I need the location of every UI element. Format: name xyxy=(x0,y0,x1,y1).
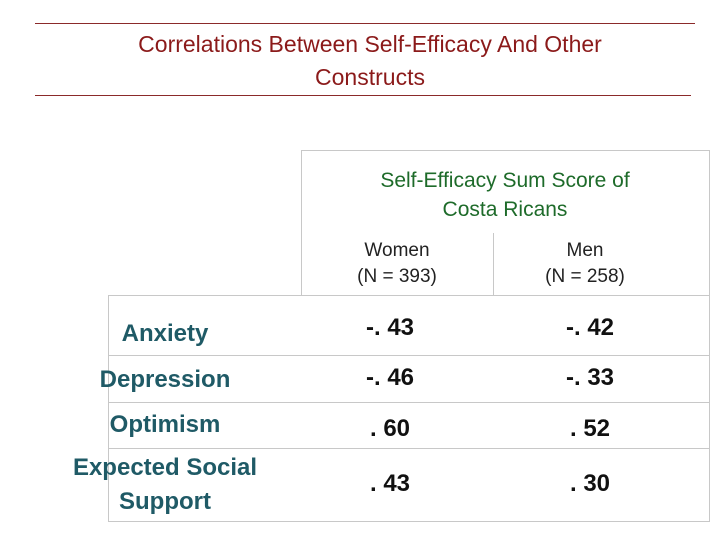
value-depression-men: -. 33 xyxy=(565,364,615,391)
group-header: Self-Efficacy Sum Score of Costa Ricans xyxy=(380,169,630,221)
slide-title: Correlations Between Self-Efficacy And O… xyxy=(138,31,602,90)
row-label-expected-social-support: Expected Social Support xyxy=(72,454,258,515)
column-header-men: Men (N = 258) xyxy=(545,240,625,287)
row-label-optimism: Optimism xyxy=(109,411,221,438)
value-optimism-men: . 52 xyxy=(569,415,611,442)
bottom-rule xyxy=(35,95,691,96)
grid-line-row-2 xyxy=(108,355,710,356)
row-label-depression: Depression xyxy=(99,366,231,393)
grid-line-outer-left xyxy=(108,295,109,522)
value-support-women: . 43 xyxy=(369,470,411,497)
grid-line-header-left xyxy=(301,150,302,295)
value-optimism-women: . 60 xyxy=(369,415,411,442)
column-header-women: Women (N = 393) xyxy=(357,240,437,287)
grid-line-header-top xyxy=(301,150,710,151)
row-label-anxiety: Anxiety xyxy=(121,320,209,347)
value-anxiety-women: -. 43 xyxy=(365,314,415,341)
grid-line-col-divider xyxy=(493,233,494,295)
grid-line-row-1 xyxy=(108,295,710,296)
top-rule xyxy=(35,23,695,24)
value-anxiety-men: -. 42 xyxy=(565,314,615,341)
value-depression-women: -. 46 xyxy=(365,364,415,391)
value-support-men: . 30 xyxy=(569,470,611,497)
grid-line-bottom xyxy=(108,521,710,522)
grid-line-row-4 xyxy=(108,448,710,449)
grid-line-row-3 xyxy=(108,402,710,403)
grid-line-right xyxy=(709,150,710,522)
